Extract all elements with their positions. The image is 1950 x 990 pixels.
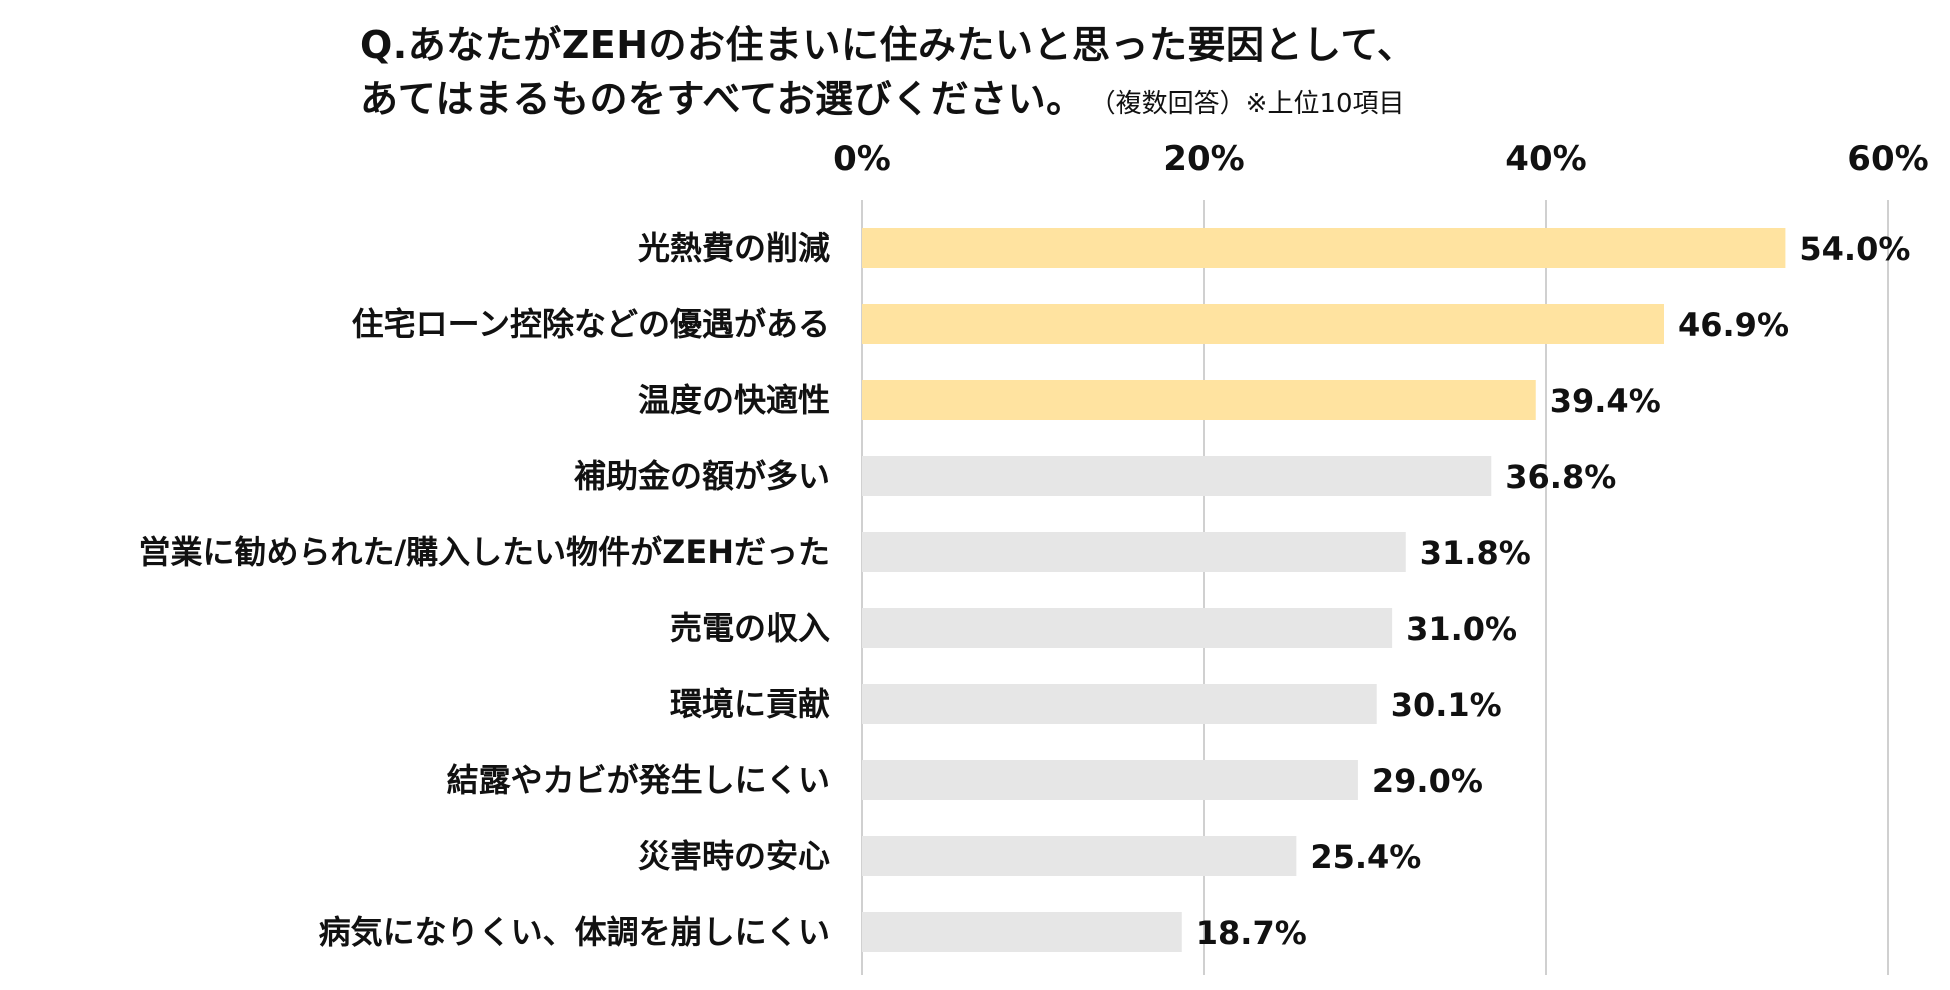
title-line-2: あてはまるものをすべてお選びください。 （複数回答）※上位10項目 (360, 72, 1760, 131)
bar (862, 912, 1182, 952)
x-tick-label: 60% (1847, 139, 1928, 179)
tick-label-layer: 0% 20% 40% 60% (833, 139, 1929, 179)
category-label: 光熱費の削減 (638, 229, 830, 267)
value-label: 18.7% (1196, 914, 1307, 952)
value-label: 30.1% (1391, 686, 1502, 724)
category-label: 結露やカビが発生しにくい (447, 761, 830, 799)
bar (862, 836, 1297, 876)
category-label: 補助金の額が多い (574, 457, 830, 495)
category-label: 売電の収入 (670, 609, 830, 647)
bar-layer (862, 228, 1786, 952)
bar (862, 608, 1393, 648)
bar (862, 228, 1786, 268)
category-label: 営業に勧められた/購入したい物件がZEHだった (138, 533, 830, 571)
value-label: 36.8% (1505, 458, 1616, 496)
title-note: （複数回答）※上位10項目 (1102, 89, 1405, 119)
category-label: 病気になりくい、体調を崩しにくい (319, 913, 830, 951)
value-label: 29.0% (1372, 762, 1483, 800)
category-label: 災害時の安心 (638, 837, 830, 875)
bar (862, 532, 1406, 572)
value-label-layer: 54.0% 46.9% 39.4% 36.8% 31.8% 31.0% 30.1% 29.0%… (1196, 230, 1911, 952)
category-label: 住宅ローン控除などの優遇がある (352, 305, 830, 343)
category-label-layer: 光熱費の削減住宅ローン控除などの優遇がある温度の快適性補助金の額が多い営業に勧め… (138, 229, 830, 951)
bar (862, 456, 1492, 496)
bar (862, 760, 1358, 800)
category-label: 温度の快適性 (638, 381, 830, 419)
value-label: 25.4% (1310, 838, 1421, 876)
value-label: 31.8% (1420, 534, 1531, 572)
value-label: 39.4% (1550, 382, 1661, 420)
value-label: 54.0% (1799, 230, 1910, 268)
bar (862, 380, 1536, 420)
chart-title: Q.あなたがZEHのお住まいに住みたいと思った要因として、 あてはまるものをすべ… (360, 18, 1760, 131)
value-label: 46.9% (1678, 306, 1789, 344)
bar (862, 684, 1377, 724)
x-tick-label: 20% (1163, 139, 1244, 179)
value-label: 31.0% (1406, 610, 1517, 648)
x-tick-label: 0% (833, 139, 891, 179)
bar (862, 304, 1664, 344)
title-line-2-text: あてはまるものをすべてお選びください。 (360, 77, 1085, 121)
category-label: 環境に貢献 (670, 685, 830, 723)
x-tick-label: 40% (1505, 139, 1586, 179)
title-line-1: Q.あなたがZEHのお住まいに住みたいと思った要因として、 (360, 23, 1416, 67)
